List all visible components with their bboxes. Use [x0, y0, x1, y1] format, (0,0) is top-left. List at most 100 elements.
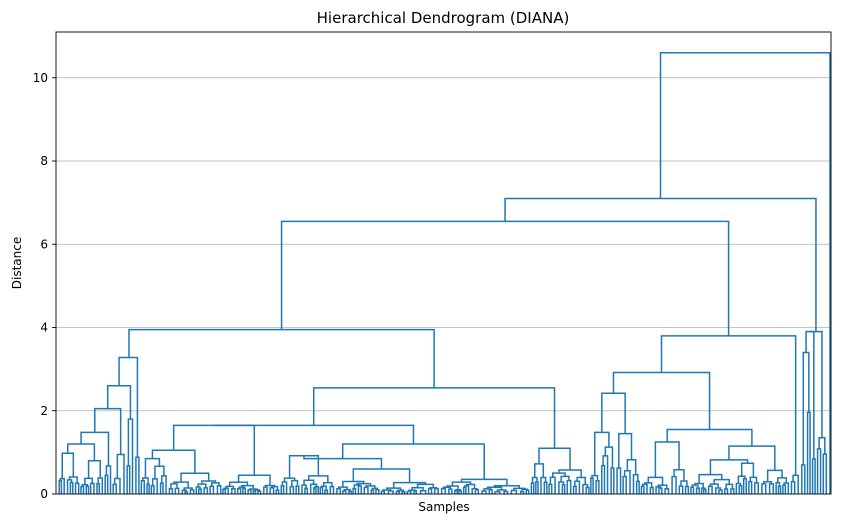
dendrogram-link [691, 484, 699, 489]
dendrogram-link [595, 479, 600, 494]
dendrogram-link [572, 485, 577, 494]
dendrogram-link [222, 488, 227, 494]
dendrogram-link [170, 483, 178, 489]
dendrogram-link [543, 481, 548, 494]
dendrogram-link [352, 487, 357, 494]
dendrogram-link [406, 490, 412, 494]
dendrogram-link [604, 446, 614, 468]
dendrogram-link [818, 437, 826, 455]
dendrogram-link [626, 458, 637, 475]
dendrogram-link [558, 481, 565, 494]
dendrogram-link [58, 479, 63, 494]
dendrogram-link [382, 489, 392, 492]
dendrogram-link [622, 475, 627, 494]
dendrogram-link [211, 482, 220, 487]
dendrogram-link [323, 481, 333, 487]
dendrogram-link [724, 488, 729, 494]
dendrogram-link [198, 488, 202, 494]
chart-title: Hierarchical Dendrogram (DIANA) [317, 9, 570, 27]
dendrogram-link [106, 385, 132, 420]
dendrogram-link [319, 486, 324, 494]
dendrogram-link [664, 487, 670, 494]
dendrogram-link [269, 487, 275, 494]
dendrogram-link [434, 487, 439, 494]
dendrogram-link [67, 443, 96, 461]
dendrogram-link [329, 485, 335, 494]
dendrogram-link [548, 483, 553, 494]
dendrogram-link [504, 197, 817, 332]
dendrogram-link [68, 476, 78, 484]
dendrogram-link [146, 483, 150, 494]
dendrogram-link [718, 489, 723, 494]
dendrogram-link [303, 455, 383, 470]
dendrogram-link [442, 486, 452, 490]
dendrogram-link [702, 488, 707, 494]
dendrogram-link [173, 481, 189, 488]
dendrogram-link [591, 474, 599, 481]
dendrogram-link [488, 489, 493, 494]
dendrogram-link [483, 488, 492, 492]
dendrogram-link [87, 459, 101, 479]
dendrogram-link [525, 489, 530, 494]
y-axis-ticks: 0 2 4 6 8 10 [33, 71, 56, 501]
dendrogram-link [474, 488, 480, 494]
dendrogram-link [357, 485, 363, 494]
dendrogram-link [85, 485, 90, 494]
dendrogram-link [748, 480, 753, 494]
dendrogram-link [387, 490, 394, 494]
dendrogram-link [503, 490, 509, 494]
dendrogram-link [69, 481, 74, 494]
dendrogram-link [303, 479, 315, 486]
dendrogram-link [494, 491, 501, 494]
dendrogram-link [342, 480, 365, 488]
dendrogram-link [380, 490, 386, 494]
dendrogram-link [481, 490, 487, 494]
dendrogram-link [375, 488, 380, 494]
dendrogram-link [280, 485, 285, 494]
dendrogram-link [159, 482, 164, 494]
dendrogram-link [104, 474, 109, 494]
dendrogram-link [264, 484, 276, 488]
dendrogram-link [694, 482, 704, 489]
dendrogram-link [280, 220, 730, 336]
dendrogram-link [816, 448, 822, 494]
dendrogram-link [81, 483, 89, 487]
dendrogram-link [446, 485, 459, 490]
dendrogram-link [80, 485, 85, 494]
dendrogram-link [308, 475, 329, 483]
dendrogram-link [777, 477, 787, 483]
dendrogram-link [806, 411, 811, 494]
dendrogram-link [288, 454, 320, 479]
grid-lines [56, 77, 831, 412]
dendrogram-link [790, 480, 796, 494]
dendrogram-link [263, 486, 268, 494]
dendrogram-link [213, 424, 415, 445]
dendrogram-link [253, 489, 261, 492]
dendrogram-link [238, 486, 245, 489]
dendrogram-link [623, 470, 631, 494]
dendrogram-link [96, 483, 101, 494]
dendrogram-link [610, 467, 615, 494]
dendrogram-link [242, 487, 246, 494]
dendrogram-link [730, 488, 735, 494]
x-axis-label: Samples [418, 500, 469, 514]
dendrogram-link [413, 490, 417, 494]
dendrogram-link [231, 487, 236, 494]
y-axis-label: Distance [10, 237, 24, 289]
dendrogram-link [336, 487, 341, 494]
dendrogram-link [161, 475, 167, 494]
dendrogram-link [309, 483, 318, 494]
dendrogram-link [738, 484, 743, 494]
dendrogram-link [690, 486, 695, 494]
dendrogram-link [94, 407, 122, 455]
dendrogram-link [684, 485, 690, 494]
dendrogram-link [777, 485, 782, 494]
y-tick-label: 2 [40, 404, 48, 418]
dendrogram-link [655, 486, 662, 494]
dendrogram-link [237, 474, 271, 486]
dendrogram-link [174, 487, 180, 494]
dendrogram-link [535, 481, 539, 494]
dendrogram-link [695, 487, 700, 494]
dendrogram-link [151, 478, 158, 494]
